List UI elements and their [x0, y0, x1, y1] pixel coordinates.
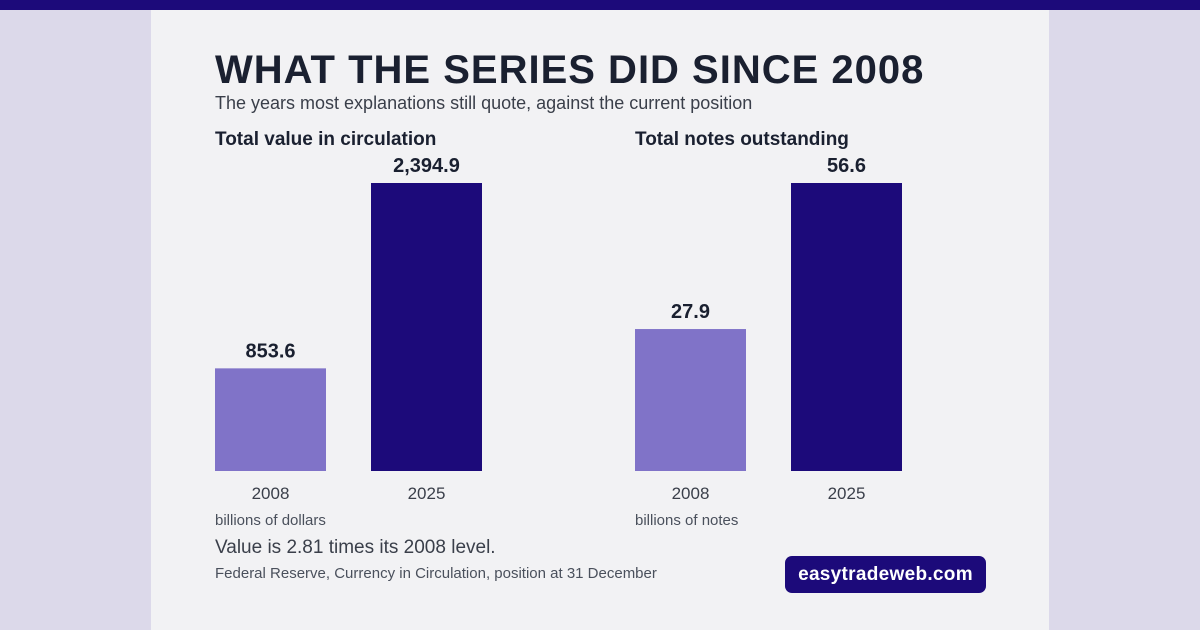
page-subtitle: The years most explanations still quote,… [215, 93, 753, 113]
chart-title-notes: Total notes outstanding [635, 129, 849, 150]
bar-2025 [791, 183, 902, 471]
category-label-2008: 2008 [252, 484, 290, 503]
unit-label-value: billions of dollars [215, 512, 326, 529]
page-title: WHAT THE SERIES DID SINCE 2008 [215, 48, 925, 92]
category-label-2025: 2025 [828, 484, 866, 503]
notes-chart: 27.9 2008 56.6 2025 [635, 155, 902, 503]
ratio-note: Value is 2.81 times its 2008 level. [215, 537, 496, 558]
brand-badge[interactable]: easytradeweb.com [785, 556, 986, 593]
bar-2008 [635, 329, 746, 471]
category-label-2008: 2008 [672, 484, 710, 503]
unit-label-notes: billions of notes [635, 512, 739, 529]
value-label-2025: 56.6 [827, 155, 866, 177]
source-note: Federal Reserve, Currency in Circulation… [215, 565, 657, 582]
value-chart: 853.6 2008 2,394.9 2025 [215, 155, 482, 503]
value-label-2008: 853.6 [245, 340, 295, 362]
bar-2025 [371, 183, 482, 471]
bar-2008 [215, 368, 326, 471]
top-accent-bar [0, 0, 1200, 10]
chart-title-value: Total value in circulation [215, 129, 437, 150]
value-label-2008: 27.9 [671, 301, 710, 323]
category-label-2025: 2025 [408, 484, 446, 503]
value-label-2025: 2,394.9 [393, 155, 460, 177]
